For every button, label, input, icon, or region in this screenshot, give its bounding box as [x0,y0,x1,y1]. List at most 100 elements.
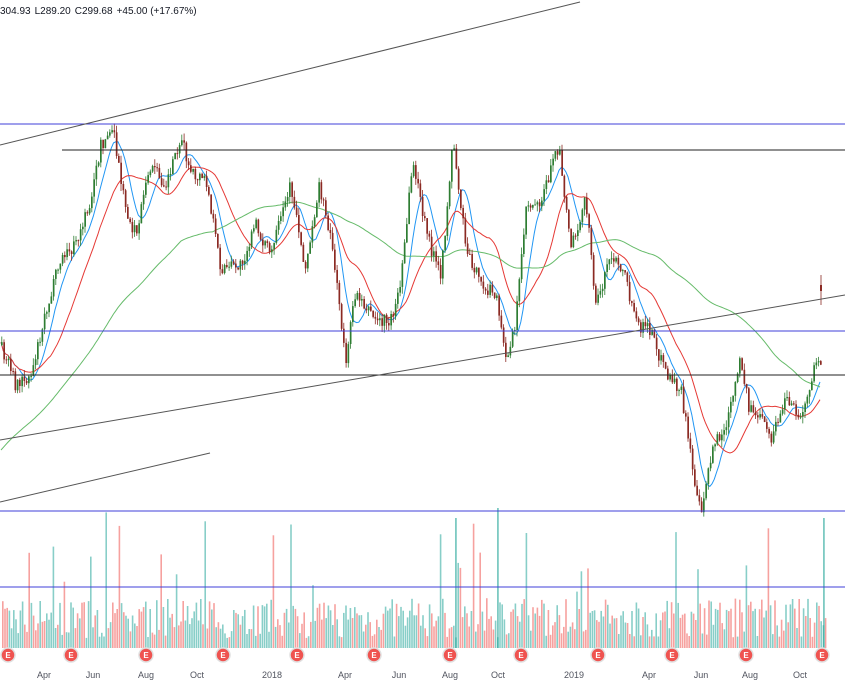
candle-body [480,276,482,282]
candle-body [37,342,39,360]
candle-body [174,153,176,160]
volume-bar [448,628,451,648]
earnings-marker-circle[interactable] [814,647,830,663]
candle-body [518,279,521,302]
candle-body [415,165,417,179]
volume-bar [593,610,596,648]
volume-bar [367,612,369,648]
earnings-marker[interactable]: E [590,647,606,663]
candle-body [637,318,640,323]
volume-bar [655,613,657,648]
earnings-marker-circle[interactable] [442,647,458,663]
candle-body [106,135,109,140]
volume-bar [574,629,576,648]
volume-bar [239,624,242,648]
candle-body [358,293,361,301]
candle-body [147,175,149,183]
candle-body [635,311,638,319]
volume-bar [35,630,37,648]
candle-body [471,254,473,268]
candle-body [244,260,246,264]
volume-bar [435,620,437,648]
volume-bar [510,611,512,648]
x-tick-label: Oct [793,670,808,680]
candle-body [169,174,172,175]
volume-bar [582,631,585,648]
upper-trendline[interactable] [0,1,581,146]
earnings-marker-circle[interactable] [738,647,754,663]
earnings-marker-circle[interactable] [513,647,529,663]
volume-bar [615,618,618,648]
volume-bar [629,634,631,648]
earnings-marker-circle[interactable] [590,647,606,663]
volume-bar [281,635,283,648]
volume-bar [90,556,92,648]
earnings-marker[interactable]: E [215,647,231,663]
earnings-marker[interactable]: E [442,647,458,663]
candle-body [3,342,5,360]
earnings-marker[interactable]: E [0,647,16,663]
volume-bar [721,623,723,648]
lower-trendline[interactable] [0,294,845,441]
earnings-marker-circle[interactable] [664,647,680,663]
moving-average-mid [0,166,821,454]
candle-body [426,218,428,234]
candle-body [527,205,530,207]
volume-bar [823,518,825,648]
earnings-marker[interactable]: E [814,647,830,663]
volume-bar [129,631,132,648]
volume-bar [824,618,827,648]
volume-bar [255,635,257,648]
volume-bar [65,632,68,648]
volume-bar [752,611,754,648]
lower-trendline-extension[interactable] [0,452,211,503]
earnings-marker-label: E [447,651,453,660]
volume-bar [706,634,708,648]
drawing-tools[interactable] [0,1,845,588]
candle-body [329,230,332,233]
volume-bar [290,524,292,648]
earnings-marker-circle[interactable] [0,647,16,663]
volume-bar [107,628,110,648]
candle-body [460,189,462,209]
volume-bar [222,624,224,648]
candle-body [714,444,716,447]
earnings-marker[interactable]: E [738,647,754,663]
volume-bar [43,621,46,648]
earnings-marker-circle[interactable] [138,647,154,663]
volume-bar [246,634,248,648]
volume-bar [673,613,675,648]
earnings-marker[interactable]: E [513,647,529,663]
candle-body [545,180,548,189]
volume-bar [211,609,213,648]
earnings-marker-circle[interactable] [63,647,79,663]
earnings-marker-circle[interactable] [366,647,382,663]
earnings-marker[interactable]: E [664,647,680,663]
volume-bar [52,546,55,648]
candle-body [156,167,158,169]
volume-bar [543,603,545,648]
candle-body [376,318,379,321]
volume-bar [536,607,539,648]
earnings-marker[interactable]: E [138,647,154,663]
earnings-marker-circle[interactable] [289,647,305,663]
volume-bar [747,605,750,648]
volume-bar [329,610,332,648]
earnings-marker[interactable]: E [63,647,79,663]
volume-bar [739,599,741,648]
earnings-marker[interactable]: E [366,647,382,663]
volume-bar [442,598,444,648]
volume-bar [798,599,800,648]
candle-body [628,281,631,302]
earnings-marker-circle[interactable] [215,647,231,663]
candle-body [516,301,518,330]
volume-bar [571,622,574,648]
candle-body [385,314,388,323]
volume-bar [103,636,105,648]
earnings-marker[interactable]: E [289,647,305,663]
volume-bar [701,633,704,648]
candle-body [592,255,595,286]
volume-bar [521,603,523,648]
